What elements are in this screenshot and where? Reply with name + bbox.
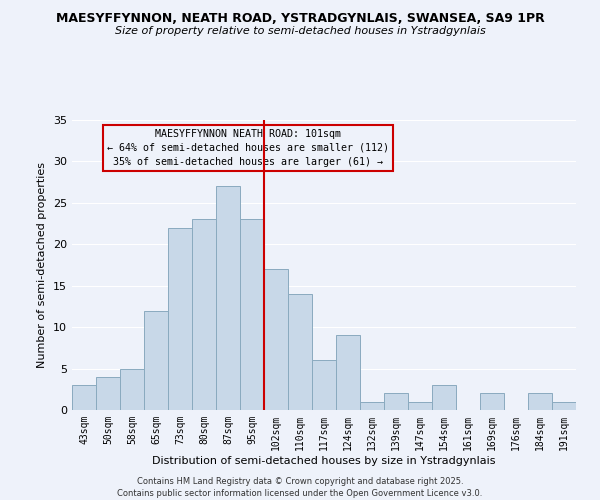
Bar (264, 269, 288, 410)
Bar (480, 394, 504, 410)
Bar (72, 385, 96, 410)
Text: MAESYFFYNNON, NEATH ROAD, YSTRADGYNLAIS, SWANSEA, SA9 1PR: MAESYFFYNNON, NEATH ROAD, YSTRADGYNLAIS,… (56, 12, 544, 26)
Bar (552, 402, 576, 410)
Bar (120, 368, 144, 410)
Bar (168, 228, 192, 410)
Bar (288, 294, 312, 410)
Bar (144, 310, 168, 410)
Bar (360, 402, 384, 410)
Text: MAESYFFYNNON NEATH ROAD: 101sqm
← 64% of semi-detached houses are smaller (112)
: MAESYFFYNNON NEATH ROAD: 101sqm ← 64% of… (107, 128, 389, 166)
Text: Size of property relative to semi-detached houses in Ystradgynlais: Size of property relative to semi-detach… (115, 26, 485, 36)
Y-axis label: Number of semi-detached properties: Number of semi-detached properties (37, 162, 47, 368)
Bar (216, 186, 240, 410)
Bar (240, 220, 264, 410)
Bar (96, 377, 120, 410)
X-axis label: Distribution of semi-detached houses by size in Ystradgynlais: Distribution of semi-detached houses by … (152, 456, 496, 466)
Text: Contains HM Land Registry data © Crown copyright and database right 2025.
Contai: Contains HM Land Registry data © Crown c… (118, 476, 482, 498)
Bar (336, 336, 360, 410)
Bar (408, 402, 432, 410)
Bar (312, 360, 336, 410)
Bar (528, 394, 552, 410)
Bar (192, 220, 216, 410)
Bar (384, 394, 408, 410)
Bar (432, 385, 456, 410)
